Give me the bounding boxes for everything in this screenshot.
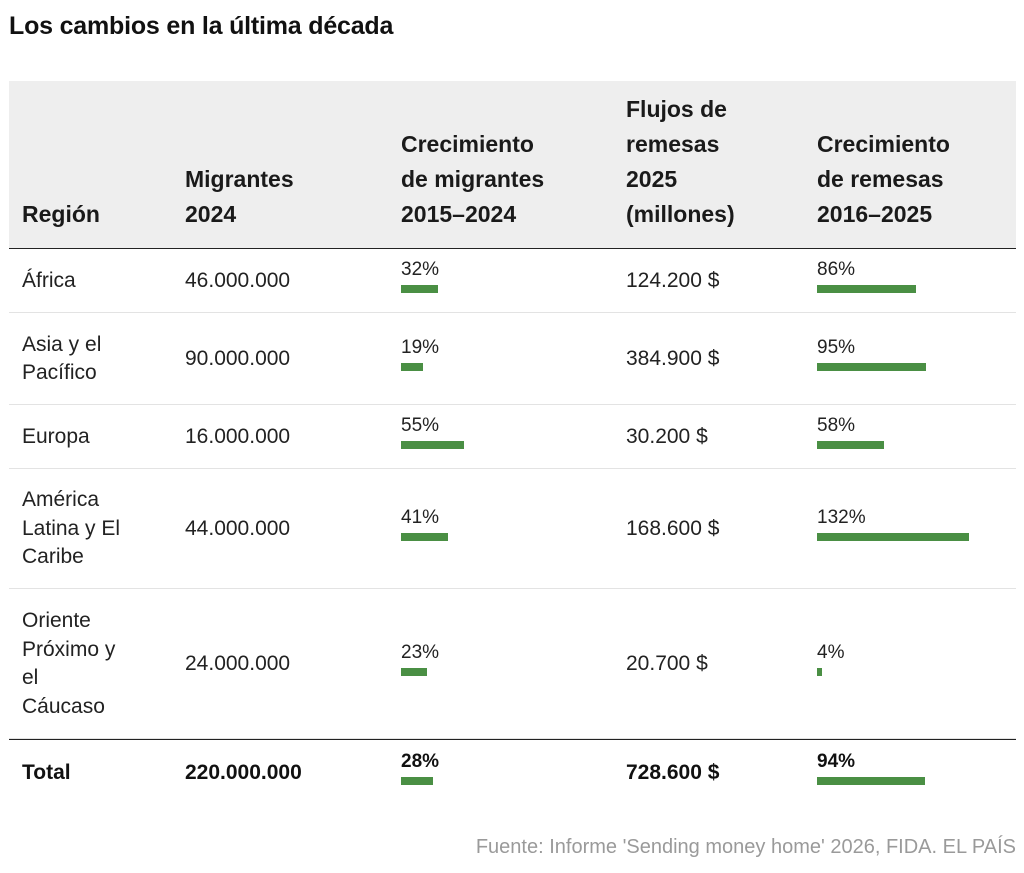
region-cell: Asia y el Pacífico bbox=[22, 331, 101, 388]
remittance-growth-label: 4% bbox=[817, 642, 845, 663]
remittance-growth-bar bbox=[817, 777, 925, 785]
table-row: América Latina y El Caribe 44.000.000 168.60… bbox=[9, 469, 1016, 589]
table-row: Oriente Próximo y el Cáucaso 24.000.000 20.70… bbox=[9, 589, 1016, 739]
region-cell: Europa bbox=[22, 423, 90, 452]
remittances-cell: 168.600 $ bbox=[626, 516, 720, 540]
migrants-cell: 46.000.000 bbox=[185, 268, 291, 292]
source-note: Fuente: Informe 'Sending money home' 202… bbox=[475, 836, 1016, 858]
migrant-growth-label: 55% bbox=[401, 415, 440, 436]
header-remittance-flows-line: 2025 bbox=[626, 166, 678, 192]
migrant-growth-label: 41% bbox=[401, 507, 440, 528]
data-table: Región Migrantes 2024 Crecimiento de migrant… bbox=[9, 81, 1016, 805]
remittance-growth-label: 95% bbox=[817, 337, 856, 358]
remittance-growth-bar bbox=[817, 533, 969, 541]
migrant-growth-bar bbox=[401, 363, 423, 371]
migrant-growth-label: 32% bbox=[401, 259, 440, 280]
table-body: África 46.000.000 124.200 $ 32% 86% Asia y el… bbox=[9, 249, 1016, 805]
header-remittance-growth-line: 2016–2025 bbox=[817, 201, 933, 227]
region-name-line: Cáucaso bbox=[22, 694, 105, 718]
header-migrant-growth-line: Crecimiento bbox=[401, 131, 534, 157]
region-name-line: Total bbox=[22, 760, 71, 784]
migrants-cell: 16.000.000 bbox=[185, 424, 291, 448]
remittance-growth-bar bbox=[817, 441, 884, 449]
header-migrant-growth: Crecimiento de migrantes 2015–2024 bbox=[401, 127, 544, 232]
migrant-growth-bar bbox=[401, 777, 433, 785]
region-name-line: Próximo y bbox=[22, 637, 116, 661]
migrant-growth-bar bbox=[401, 668, 427, 676]
header-migrants-2024-line: 2024 bbox=[185, 201, 237, 227]
region-name-line: Europa bbox=[22, 424, 90, 448]
table-row: Europa 16.000.000 30.200 $ 55% 58% bbox=[9, 405, 1016, 469]
region-name-line: Caribe bbox=[22, 545, 84, 569]
remittances-cell: 124.200 $ bbox=[626, 268, 720, 292]
migrants-cell: 90.000.000 bbox=[185, 346, 291, 370]
remittances-cell: 728.600 $ bbox=[626, 760, 720, 784]
region-name-line: Asia y el bbox=[22, 332, 102, 356]
remittance-growth-label: 86% bbox=[817, 259, 856, 280]
region-name-line: Latina y El bbox=[22, 516, 121, 540]
migrant-growth-bar bbox=[401, 441, 464, 449]
header-migrant-growth-line: 2015–2024 bbox=[401, 201, 517, 227]
migrants-cell: 24.000.000 bbox=[185, 651, 291, 675]
remittances-cell: 30.200 $ bbox=[626, 424, 708, 448]
header-migrants-2024: Migrantes 2024 bbox=[185, 162, 294, 232]
region-cell: Oriente Próximo y el Cáucaso bbox=[22, 607, 115, 721]
migrant-growth-bar bbox=[401, 285, 438, 293]
table-row: África 46.000.000 124.200 $ 32% 86% bbox=[9, 249, 1016, 313]
migrant-growth-label: 28% bbox=[401, 751, 440, 772]
header-remittance-flows-line: Flujos de bbox=[626, 96, 727, 122]
chart-title: Los cambios en la última década bbox=[9, 12, 394, 40]
migrants-cell: 220.000.000 bbox=[185, 760, 302, 784]
header-migrant-growth-line: de migrantes bbox=[401, 166, 545, 192]
total-row: Total 220.000.000 728.600 $ 28% 94% bbox=[9, 739, 1016, 805]
table-row: Asia y el Pacífico 90.000.000 384.900 $ 19% 9… bbox=[9, 313, 1016, 405]
remittance-growth-label: 58% bbox=[817, 415, 856, 436]
migrants-cell: 44.000.000 bbox=[185, 516, 291, 540]
migrant-growth-label: 23% bbox=[401, 642, 440, 663]
header-region-line: Región bbox=[22, 201, 100, 227]
remittances-cell: 384.900 $ bbox=[626, 346, 720, 370]
migrant-growth-label: 19% bbox=[401, 337, 440, 358]
remittance-growth-label: 132% bbox=[817, 507, 866, 528]
remittance-growth-bar bbox=[817, 363, 926, 371]
header-region: Región bbox=[22, 197, 100, 232]
header-migrants-2024-line: Migrantes bbox=[185, 166, 294, 192]
region-cell: África bbox=[22, 267, 76, 296]
header-remittance-flows-line: remesas bbox=[626, 131, 720, 157]
remittance-growth-label: 94% bbox=[817, 751, 856, 772]
region-cell: Total bbox=[22, 759, 71, 788]
header-remittance-growth-line: Crecimiento bbox=[817, 131, 950, 157]
region-name-line: América bbox=[22, 488, 100, 512]
header-remittance-flows-line: (millones) bbox=[626, 201, 735, 227]
header-remittance-growth-line: de remesas bbox=[817, 166, 944, 192]
region-name-line: Oriente bbox=[22, 609, 91, 632]
region-name-line: África bbox=[22, 268, 76, 292]
remittances-cell: 20.700 $ bbox=[626, 651, 708, 675]
region-name-line: Pacífico bbox=[22, 361, 97, 384]
migrant-growth-bar bbox=[401, 533, 448, 541]
table-header: Región Migrantes 2024 Crecimiento de migrant… bbox=[9, 81, 1016, 249]
remittance-growth-bar bbox=[817, 285, 916, 293]
remittance-growth-bar bbox=[817, 668, 822, 676]
header-remittance-flows: Flujos de remesas 2025 (millones) bbox=[626, 92, 735, 232]
region-cell: América Latina y El Caribe bbox=[22, 486, 120, 572]
header-remittance-growth: Crecimiento de remesas 2016–2025 bbox=[817, 127, 950, 232]
region-name-line: el bbox=[22, 666, 39, 689]
